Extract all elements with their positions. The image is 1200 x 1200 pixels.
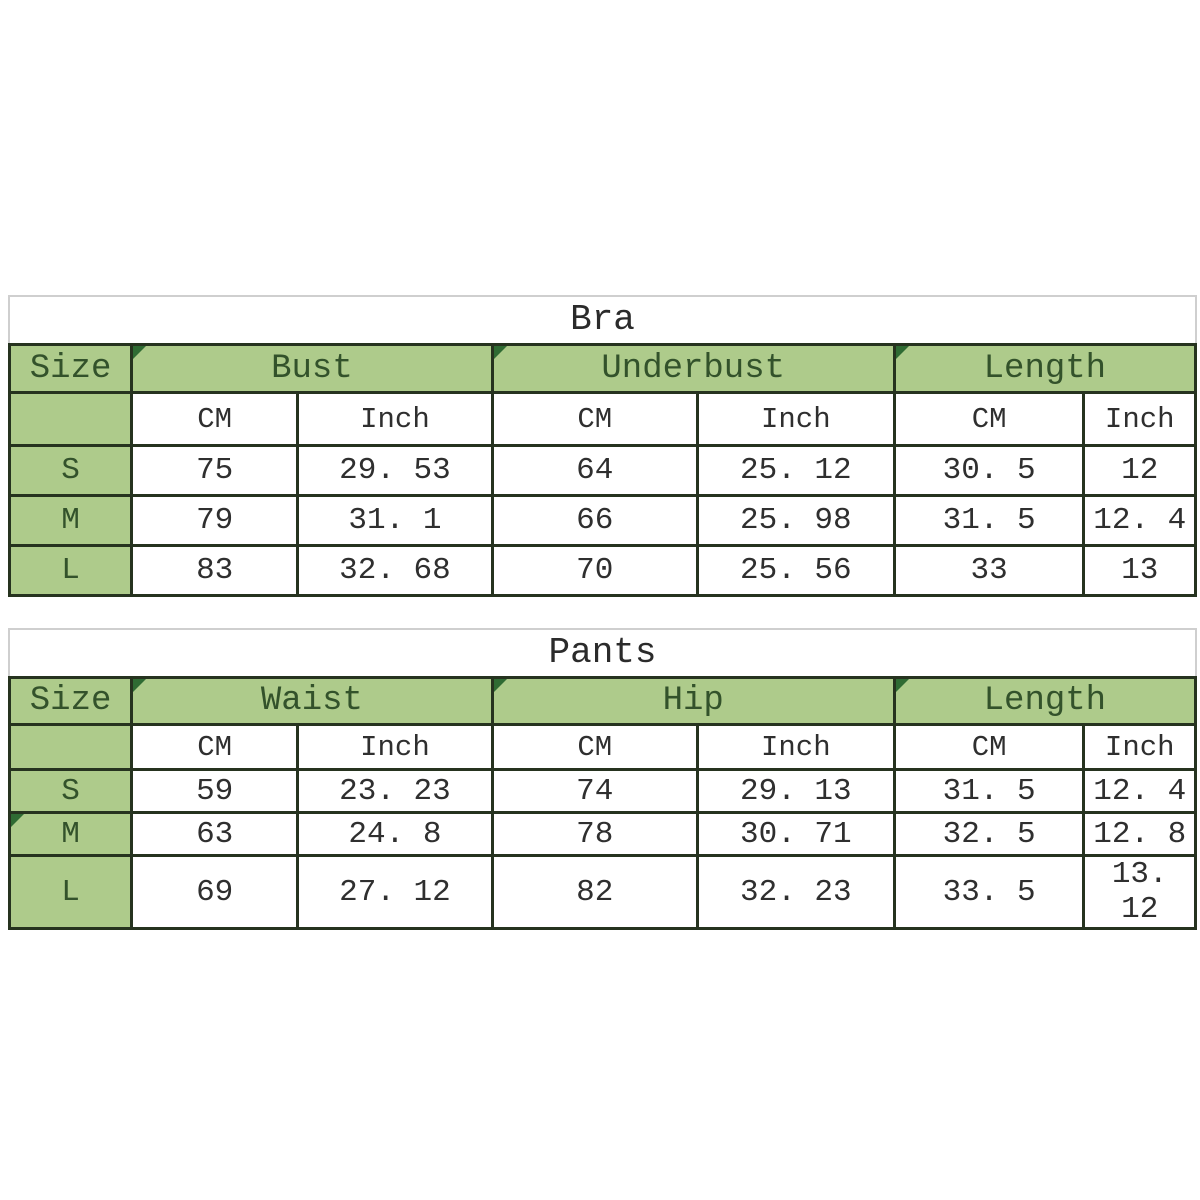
group-header-label: Bust (271, 349, 353, 388)
cell-corner-triangle-icon (134, 680, 147, 692)
pants-size-section: Pants Size Waist Hip (7, 628, 1198, 930)
value-cell: 27. 12 (296, 854, 494, 930)
value-cell: 32. 5 (892, 811, 1086, 857)
value-cell: 12. 8 (1082, 811, 1197, 857)
size-header-label: Size (29, 682, 112, 720)
cell-corner-triangle-icon (897, 680, 909, 692)
bra-row-m: M 79 31. 1 66 25. 98 31. 5 12. 4 (7, 494, 1197, 547)
value-cell: 59 (130, 768, 300, 814)
size-cell: S (7, 444, 134, 497)
value-cell: 74 (490, 768, 699, 814)
value-cell: 33 (892, 544, 1086, 597)
group-header-label: Hip (662, 682, 724, 720)
group-header-label: Length (983, 682, 1107, 720)
pants-size-table: Size Waist Hip Length (7, 676, 1198, 930)
unit-header-cell: Inch (296, 391, 494, 447)
value-cell: 24. 8 (296, 811, 494, 857)
pants-group-header-row: Size Waist Hip Length (7, 676, 1198, 726)
bra-group-header-row: Size Bust Underbust Length (7, 343, 1198, 394)
bra-size-table: Size Bust Underbust Length (7, 343, 1198, 597)
size-cell: L (7, 854, 134, 930)
group-header-label: Underbust (601, 349, 786, 388)
value-cell: 23. 23 (296, 768, 494, 814)
bra-row-s: S 75 29. 53 64 25. 12 30. 5 12 (7, 444, 1197, 497)
unit-header-cell: CM (130, 723, 300, 771)
unit-header-cell: CM (130, 391, 300, 447)
value-cell: 75 (130, 444, 300, 497)
bra-group-header-bust: Bust (130, 343, 494, 394)
cell-corner-triangle-icon (495, 347, 507, 359)
bra-group-header-underbust: Underbust (490, 343, 896, 394)
value-cell: 30. 71 (695, 811, 896, 857)
value-cell: 29. 13 (695, 768, 896, 814)
size-cell-label: M (61, 816, 80, 852)
unit-header-cell: Inch (695, 391, 896, 447)
value-cell: 29. 53 (296, 444, 494, 497)
value-cell: 13. 12 (1082, 854, 1197, 930)
pants-group-header-length: Length (892, 676, 1198, 726)
bra-unit-header-row: CM Inch CM Inch CM Inch (7, 391, 1197, 447)
size-cell: M (7, 494, 134, 547)
pants-row-l: L 69 27. 12 82 32. 23 33. 5 13. 12 (7, 854, 1197, 930)
size-header-label: Size (29, 349, 112, 388)
bra-group-header-length: Length (892, 343, 1198, 394)
cell-corner-triangle-icon (12, 815, 24, 827)
bra-size-section: Bra Size Bust Underbust (7, 295, 1198, 597)
pants-row-s: S 59 23. 23 74 29. 13 31. 5 12. 4 (7, 768, 1197, 814)
value-cell: 31. 5 (892, 494, 1086, 547)
value-cell: 63 (130, 811, 300, 857)
value-cell: 32. 68 (296, 544, 494, 597)
bra-size-column-header: Size (7, 343, 134, 394)
pants-row-m: M 63 24. 8 78 30. 71 32. 5 12. 8 (7, 811, 1197, 857)
group-header-label: Length (983, 349, 1107, 388)
size-cell: M (7, 811, 134, 857)
value-cell: 79 (130, 494, 300, 547)
value-cell: 69 (130, 854, 300, 930)
size-cell: L (7, 544, 134, 597)
unit-header-cell: CM (892, 723, 1086, 771)
unit-header-cell: Inch (1082, 391, 1197, 447)
value-cell: 70 (490, 544, 699, 597)
value-cell: 31. 1 (296, 494, 494, 547)
pants-table-title: Pants (8, 628, 1197, 676)
unit-header-cell: Inch (695, 723, 896, 771)
value-cell: 25. 98 (695, 494, 896, 547)
value-cell: 66 (490, 494, 699, 547)
value-cell: 12 (1082, 444, 1197, 497)
unit-header-cell: CM (490, 391, 699, 447)
bra-size-spacer-cell (7, 391, 134, 447)
value-cell: 31. 5 (892, 768, 1086, 814)
bra-table-title: Bra (8, 295, 1197, 343)
value-cell: 25. 12 (695, 444, 896, 497)
value-cell: 12. 4 (1082, 494, 1197, 547)
unit-header-cell: Inch (296, 723, 494, 771)
bra-row-l: L 83 32. 68 70 25. 56 33 13 (7, 544, 1197, 597)
unit-header-cell: CM (490, 723, 699, 771)
cell-corner-triangle-icon (495, 680, 507, 692)
pants-size-spacer-cell (7, 723, 134, 771)
value-cell: 13 (1082, 544, 1197, 597)
pants-size-column-header: Size (7, 676, 134, 726)
group-header-label: Waist (260, 682, 363, 720)
value-cell: 25. 56 (695, 544, 896, 597)
value-cell: 78 (490, 811, 699, 857)
value-cell: 83 (130, 544, 300, 597)
value-cell: 12. 4 (1082, 768, 1197, 814)
size-cell: S (7, 768, 134, 814)
value-cell: 82 (490, 854, 699, 930)
value-cell: 33. 5 (892, 854, 1086, 930)
cell-corner-triangle-icon (134, 347, 147, 359)
value-cell: 30. 5 (892, 444, 1086, 497)
value-cell: 32. 23 (695, 854, 896, 930)
pants-group-header-waist: Waist (130, 676, 494, 726)
cell-corner-triangle-icon (897, 347, 909, 359)
pants-unit-header-row: CM Inch CM Inch CM Inch (7, 723, 1197, 771)
unit-header-cell: Inch (1082, 723, 1197, 771)
value-cell: 64 (490, 444, 699, 497)
unit-header-cell: CM (892, 391, 1086, 447)
pants-group-header-hip: Hip (490, 676, 896, 726)
